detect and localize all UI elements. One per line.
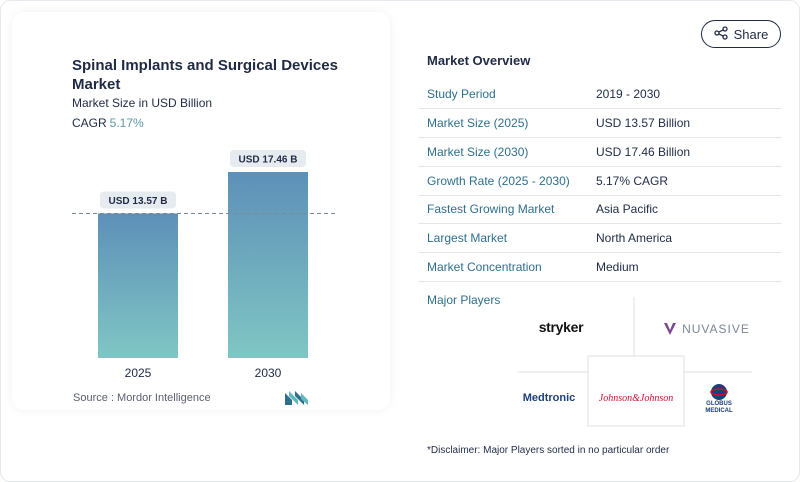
- nuvasive-logo-text: NUVASIVE: [682, 322, 750, 336]
- row-label: Fastest Growing Market: [427, 202, 555, 216]
- medtronic-logo: Medtronic: [518, 386, 580, 410]
- data-label-2025: USD 13.57 B: [109, 196, 168, 207]
- row-value: USD 17.46 Billion: [596, 145, 691, 159]
- stryker-logo: stryker: [524, 314, 598, 340]
- row-value: 2019 - 2030: [596, 87, 661, 101]
- data-label-bg-2030: [230, 150, 306, 167]
- mordor-logo: [285, 391, 311, 410]
- globus-medical-logo: GLOBUS MEDICAL: [692, 380, 746, 418]
- bar-chart: USD 13.57 B 2025 USD 17.46 B 2030: [72, 150, 338, 380]
- chart-subtitle: Market Size in USD Billion: [72, 96, 213, 110]
- share-label: Share: [733, 26, 769, 42]
- major-players-label: Major Players: [427, 293, 501, 307]
- row-label: Largest Market: [427, 231, 508, 245]
- source-line: Source : Mordor Intelligence: [73, 392, 211, 404]
- x-tick-label-2025: 2025: [125, 366, 152, 380]
- chart-card: Spinal Implants and Surgical Devices Mar…: [12, 12, 390, 410]
- overview-row-concentration: Market Concentration Medium: [418, 253, 782, 282]
- overview-row-market-size-2025: Market Size (2025) USD 13.57 Billion: [418, 109, 782, 138]
- bar-2025: [98, 213, 178, 358]
- cagr-line: CAGR 5.17%: [72, 116, 144, 130]
- market-overview-title: Market Overview: [427, 53, 531, 68]
- cagr-value: 5.17%: [109, 116, 144, 130]
- chart-title: Spinal Implants and Surgical Devices Mar…: [72, 57, 338, 93]
- overview-row-largest-market: Largest Market North America: [418, 224, 782, 253]
- row-label: Study Period: [427, 87, 496, 101]
- row-value: Asia Pacific: [596, 202, 659, 216]
- disclaimer-text: *Disclaimer: Major Players sorted in no …: [427, 445, 670, 456]
- data-label-bg-2025: [100, 191, 176, 209]
- stryker-logo-text: stryker: [538, 319, 584, 335]
- overview-row-fastest-growing: Fastest Growing Market Asia Pacific: [418, 195, 782, 224]
- x-tick-label-2030: 2030: [255, 366, 282, 380]
- cagr-label: CAGR: [72, 116, 107, 130]
- jnj-logo-text: Johnson&Johnson: [598, 392, 674, 404]
- source-label: Source :: [73, 392, 114, 404]
- globus-globe-icon: [710, 384, 728, 400]
- source-value: Mordor Intelligence: [117, 392, 211, 404]
- overview-row-study-period: Study Period 2019 - 2030: [418, 80, 782, 109]
- johnson-and-johnson-logo: Johnson&Johnson: [590, 386, 682, 410]
- row-value: 5.17% CAGR: [596, 174, 669, 188]
- row-value: USD 13.57 Billion: [596, 116, 691, 130]
- row-label: Growth Rate (2025 - 2030): [427, 174, 570, 188]
- row-value: Medium: [596, 260, 639, 274]
- globus-logo-text: GLOBUS MEDICAL: [705, 401, 733, 414]
- row-label: Market Size (2025): [427, 116, 529, 130]
- bar-2030: [228, 172, 308, 358]
- row-label: Market Size (2030): [427, 145, 529, 159]
- share-button[interactable]: Share: [701, 20, 781, 48]
- share-icon: [713, 25, 728, 43]
- data-label-2030: USD 17.46 B: [239, 155, 298, 166]
- row-value: North America: [596, 231, 673, 245]
- row-label: Market Concentration: [427, 260, 542, 274]
- nuvasive-logo: NUVASIVE: [648, 316, 764, 342]
- overview-row-growth-rate: Growth Rate (2025 - 2030) 5.17% CAGR: [418, 167, 782, 196]
- nuvasive-mark-icon: [664, 323, 677, 335]
- medtronic-logo-text: Medtronic: [522, 392, 576, 404]
- overview-row-market-size-2030: Market Size (2030) USD 17.46 Billion: [418, 138, 782, 167]
